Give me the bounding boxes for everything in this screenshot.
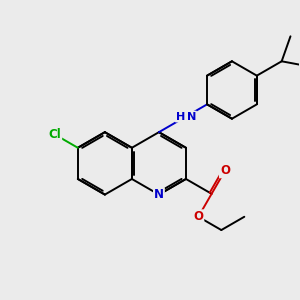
Text: Cl: Cl bbox=[49, 128, 61, 141]
Text: N: N bbox=[154, 188, 164, 201]
Text: O: O bbox=[220, 164, 230, 177]
Text: N: N bbox=[187, 112, 196, 122]
Text: H: H bbox=[176, 112, 185, 122]
Text: O: O bbox=[194, 210, 203, 223]
